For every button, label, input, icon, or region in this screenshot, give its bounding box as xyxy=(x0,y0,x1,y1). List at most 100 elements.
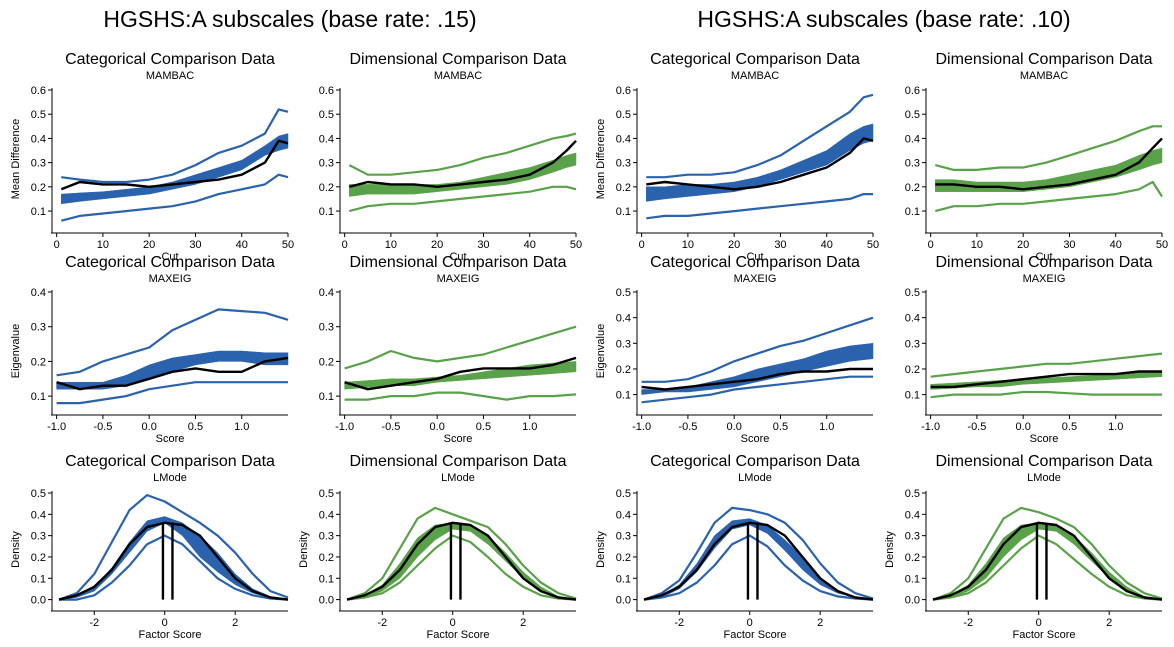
panel-2-2-subtitle: MAXEIG xyxy=(437,273,480,285)
panel-2-3-comparison-lower-line xyxy=(641,375,873,404)
panel-3-1-x-tick-label: -2 xyxy=(89,617,99,629)
panel-1-2-subtitle: MAMBAC xyxy=(434,70,482,82)
panel-2-4-y-tick-label: 0.2 xyxy=(905,364,920,376)
panel-1-4-mambac-dim: Dimensional Comparison Data MAMBAC 0.1 0.2 0… xyxy=(905,51,1168,263)
panel-2-1-research-data-line xyxy=(56,356,289,391)
panel-2-4-y-tick-label: 0.4 xyxy=(905,313,920,325)
panel-2-3-x-tick-label: 0.0 xyxy=(727,421,742,433)
panel-3-2-x-axis-label: Factor Score xyxy=(427,629,490,641)
panel-1-3-research-data-line xyxy=(646,137,874,191)
panel-1-3-y-axis-label: Mean Difference xyxy=(595,119,607,200)
panel-1-3-x-tick-label: 0 xyxy=(639,239,645,251)
panel-2-2-maxeig-dim: Dimensional Comparison Data MAXEIG 0.1 0.2 0… xyxy=(319,254,577,445)
panel-1-4-x-tick-label: 50 xyxy=(1156,239,1168,251)
panel-1-4-y-tick-label: 0.1 xyxy=(905,206,920,218)
panel-1-2-title: Dimensional Comparison Data xyxy=(350,51,567,68)
panel-1-2-x-tick-label: 30 xyxy=(477,239,489,251)
panel-3-4-title: Dimensional Comparison Data xyxy=(936,453,1153,470)
panel-1-2-y-tick-label: 0.3 xyxy=(319,158,334,170)
panel-3-2-y-tick-label: 0.2 xyxy=(319,552,334,564)
panel-2-3-x-tick-label: -1.0 xyxy=(632,421,651,433)
panel-1-3-title: Categorical Comparison Data xyxy=(650,51,860,68)
panel-1-1-y-tick-label: 0.6 xyxy=(31,85,46,97)
panel-2-1-maxeig-cat: Categorical Comparison Data MAXEIG 0.1 0.2 0… xyxy=(10,254,289,445)
panel-1-4-x-tick-label: 10 xyxy=(971,239,983,251)
panel-3-1-y-tick-label: 0.4 xyxy=(31,509,46,521)
panel-1-1-mambac-cat: Categorical Comparison Data MAMBAC 0.1 0.2 0… xyxy=(10,51,294,263)
panel-1-3-y-tick-label: 0.5 xyxy=(616,109,631,121)
panel-1-1-x-tick-label: 0 xyxy=(54,239,60,251)
panel-3-1-y-axis-label: Density xyxy=(10,531,22,568)
panel-2-1-comparison-lower-line xyxy=(56,381,288,405)
panel-2-3-maxeig-cat: Categorical Comparison Data MAXEIG 0.1 0.2 0… xyxy=(595,254,874,445)
panel-2-1-y-tick-label: 0.4 xyxy=(31,287,46,299)
panel-3-4-y-tick-label: 0.3 xyxy=(905,531,920,543)
panel-2-3-y-axis-label: Eigenvalue xyxy=(595,324,607,378)
panel-2-4-x-tick-label: -1.0 xyxy=(921,421,940,433)
panel-3-1-x-tick-label: 2 xyxy=(232,617,238,629)
panel-3-3-y-tick-label: 0.5 xyxy=(616,488,631,500)
panel-1-3-y-tick-label: 0.4 xyxy=(616,133,631,145)
panel-2-4-maxeig-dim: Dimensional Comparison Data MAXEIG 0.1 0.2 0… xyxy=(905,254,1163,445)
panel-1-4-y-tick-label: 0.3 xyxy=(905,158,920,170)
panel-1-1-y-tick-label: 0.1 xyxy=(31,206,46,218)
panel-1-2-x-tick-label: 50 xyxy=(570,239,582,251)
panel-3-4-y-tick-label: 0.2 xyxy=(905,552,920,564)
panel-3-1-y-tick-label: 0.5 xyxy=(31,488,46,500)
panel-2-3-subtitle: MAXEIG xyxy=(734,273,777,285)
panel-2-4-y-tick-label: 0.5 xyxy=(905,287,920,299)
panel-1-3-y-tick-label: 0.2 xyxy=(616,182,631,194)
panel-3-2-subtitle: LMode xyxy=(441,472,475,484)
panel-3-3-subtitle: LMode xyxy=(738,472,772,484)
panel-2-1-y-tick-label: 0.2 xyxy=(31,356,46,368)
panel-1-1-y-tick-label: 0.3 xyxy=(31,158,46,170)
panel-3-3-x-tick-label: 0 xyxy=(747,617,753,629)
panel-2-3-y-tick-label: 0.2 xyxy=(616,364,631,376)
panel-2-3-y-tick-label: 0.4 xyxy=(616,313,631,325)
panel-1-3-comparison-lower-line xyxy=(646,193,873,220)
panel-2-3-y-tick-label: 0.1 xyxy=(616,390,631,402)
panel-1-1-title: Categorical Comparison Data xyxy=(65,51,275,68)
panel-1-2-y-tick-label: 0.1 xyxy=(319,206,334,218)
panel-2-2-title: Dimensional Comparison Data xyxy=(350,254,567,271)
panel-1-2-x-axis-label: Cut xyxy=(449,251,466,263)
panel-3-1-comparison-upper-line xyxy=(58,494,289,601)
panel-1-1-x-tick-label: 30 xyxy=(189,239,201,251)
panel-3-4-y-tick-label: 0.5 xyxy=(905,488,920,500)
panel-1-3-mambac-cat: Categorical Comparison Data MAMBAC 0.1 0.2 0… xyxy=(595,51,879,263)
panel-2-2-x-tick-label: 0.0 xyxy=(430,421,445,433)
panel-2-2-research-data-line xyxy=(344,356,577,391)
panel-3-3-y-axis-label: Density xyxy=(595,531,607,568)
panel-1-2-y-tick-label: 0.2 xyxy=(319,182,334,194)
panel-3-3-y-tick-label: 0.2 xyxy=(616,552,631,564)
panel-3-1-title: Categorical Comparison Data xyxy=(65,453,275,470)
panel-2-1-x-axis-label: Score xyxy=(156,433,185,445)
panel-1-1-comparison-lower-line xyxy=(61,173,289,222)
panel-2-1-y-axis-label: Eigenvalue xyxy=(10,324,22,378)
panel-1-3-x-tick-label: 50 xyxy=(867,239,879,251)
panel-2-4-x-tick-label: 1.0 xyxy=(1108,421,1123,433)
panel-2-4-x-tick-label: 0.0 xyxy=(1016,421,1031,433)
panel-2-1-x-tick-label: 0.0 xyxy=(142,421,157,433)
panel-2-3-title: Categorical Comparison Data xyxy=(650,254,860,271)
panel-1-3-y-tick-label: 0.3 xyxy=(616,158,631,170)
panel-2-4-x-tick-label: 0.5 xyxy=(1062,421,1077,433)
panel-2-3-x-tick-label: 1.0 xyxy=(819,421,834,433)
panel-1-4-comparison-band xyxy=(935,147,1163,192)
panel-2-2-y-tick-label: 0.3 xyxy=(319,322,334,334)
panel-3-4-lmode-dim: Dimensional Comparison Data LMode 0.0 0.1 0.… xyxy=(884,453,1163,641)
panel-1-3-x-tick-label: 30 xyxy=(774,239,786,251)
panel-3-4-y-axis-label: Density xyxy=(884,531,896,568)
panel-1-1-research-data-line xyxy=(60,139,289,191)
panel-1-4-x-tick-label: 40 xyxy=(1110,239,1122,251)
panel-2-2-y-tick-label: 0.4 xyxy=(319,287,334,299)
group-title-base-rate-15: HGSHS:A subscales (base rate: .15) xyxy=(103,6,477,32)
panel-1-2-comparison-band xyxy=(349,152,577,197)
panel-1-2-x-tick-label: 20 xyxy=(431,239,443,251)
panel-3-2-y-tick-label: 0.0 xyxy=(319,595,334,607)
panel-3-2-y-axis-label: Density xyxy=(298,531,310,568)
panel-1-2-comparison-upper-line xyxy=(348,132,577,176)
panel-1-2-x-tick-label: 0 xyxy=(342,239,348,251)
panel-2-4-title: Dimensional Comparison Data xyxy=(936,254,1153,271)
